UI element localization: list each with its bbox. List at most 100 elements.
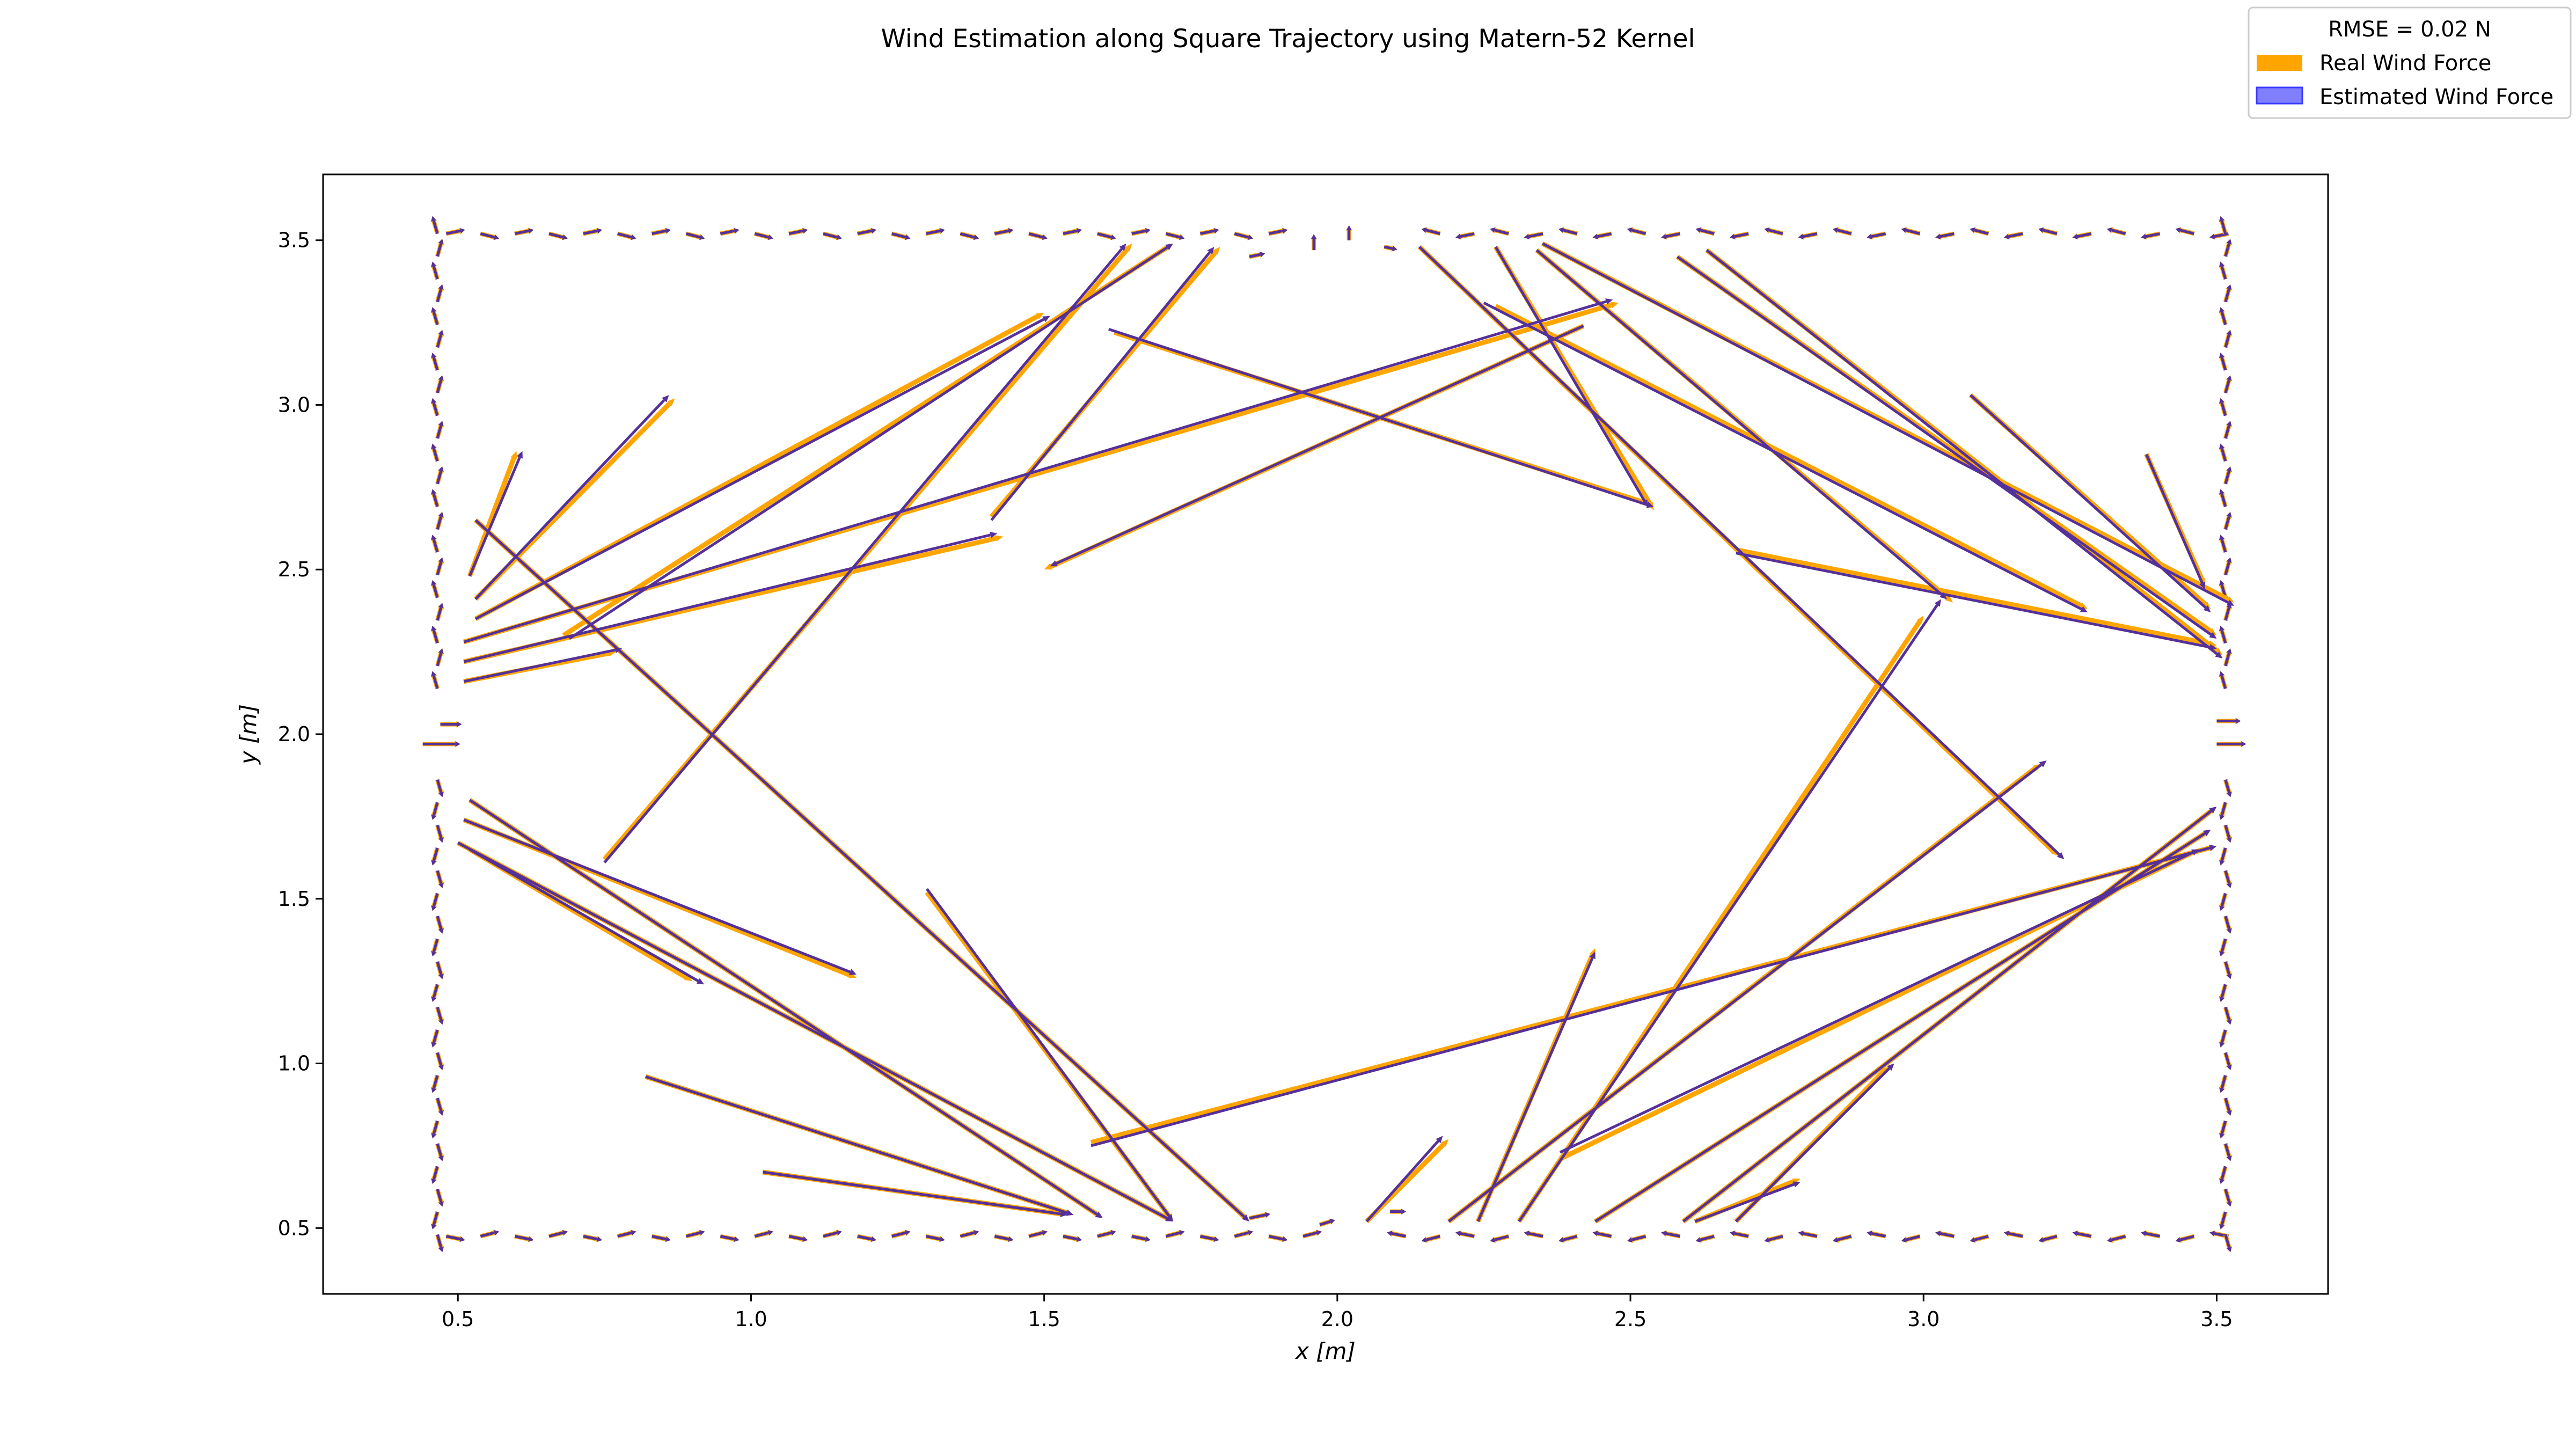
edge-arrow-est-76-shaft	[1425, 229, 1441, 235]
edge-arrow-est-72-head	[1179, 235, 1185, 240]
edge-arrow-est-111	[431, 984, 439, 1002]
edge-arrow-est-25	[1302, 1230, 1322, 1238]
estimated-vector-19-shaft	[1542, 242, 2229, 604]
edge-arrow-est-90-shaft	[1905, 229, 1921, 235]
chart-title: Wind Estimation along Square Trajectory …	[881, 24, 1695, 54]
estimated-vector-35-shaft	[1365, 1140, 1439, 1223]
trajectory-arrows	[422, 216, 2246, 1253]
edge-arrow-est-23-head	[1248, 1230, 1254, 1235]
estimated-vector-18	[1706, 249, 2223, 658]
edge-arrow-est-153	[2219, 984, 2227, 1002]
real-vector-1-head	[667, 398, 675, 406]
real-vector-16-head	[1044, 564, 1052, 570]
edge-arrow-est-86	[1764, 227, 1783, 235]
edge-arrow-est-161-head	[2219, 814, 2224, 820]
edge-arrow-est-2-shaft	[514, 1235, 530, 1241]
edge-arrow-est-68	[1028, 232, 1048, 240]
legend: RMSE = 0.02 N Real Wind Force Estimated …	[2248, 6, 2572, 119]
estimated-vector-11-head	[1165, 243, 1173, 250]
edge-arrow-est-152	[2224, 1006, 2232, 1025]
edge-arrow-est-174-head	[2226, 421, 2232, 427]
edge-arrow-est-91	[1935, 232, 1955, 239]
edge-arrow-est-172	[2224, 466, 2232, 485]
edge-arrow-est-176-shaft	[2224, 379, 2230, 393]
edge-arrow-est-143-shaft	[2220, 1211, 2227, 1225]
estimated-vector-36-head	[1166, 1214, 1173, 1222]
edge-arrow-est-49-head	[2175, 1237, 2181, 1243]
edge-arrow-est-188	[1311, 234, 1317, 251]
edge-arrow-est-73-head	[1213, 228, 1219, 233]
edge-arrow-est-20-shaft	[1131, 1235, 1146, 1241]
edge-arrow-est-194-shaft	[1319, 1220, 1331, 1226]
estimated-vector-11	[568, 243, 1173, 640]
edge-arrow-est-17-shaft	[1028, 1231, 1043, 1238]
edge-arrow-est-146-shaft	[2224, 1143, 2231, 1157]
estimated-vector-38-shaft	[762, 1170, 1061, 1216]
edge-arrow-est-88	[1832, 227, 1852, 235]
edge-arrow-est-14	[925, 1235, 945, 1242]
edge-arrow-est-146-head	[2226, 1155, 2232, 1161]
estimated-vector-7-shaft	[469, 848, 699, 982]
estimated-vector-24-shaft	[2145, 453, 2204, 584]
edge-arrow-est-57-head	[665, 228, 671, 233]
edge-arrow-est-90	[1901, 227, 1921, 235]
edge-arrow-est-83-head	[1661, 233, 1667, 239]
edge-arrow-est-68-shaft	[1028, 232, 1043, 239]
edge-arrow-est-81-head	[1592, 233, 1598, 239]
edge-arrow-est-131-head	[431, 443, 436, 449]
edge-arrow-est-61-head	[802, 228, 808, 233]
edge-arrow-est-137-head	[431, 307, 436, 313]
edge-arrow-est-62-head	[836, 235, 842, 240]
edge-arrow-est-134-head	[438, 375, 444, 381]
edge-arrow-est-143-head	[2219, 1224, 2224, 1230]
edge-arrow-est-101	[431, 1211, 439, 1230]
edge-arrow-est-158-shaft	[2224, 870, 2231, 884]
edge-arrow-est-105-shaft	[432, 1120, 439, 1135]
edge-arrow-est-75-head	[1282, 228, 1288, 233]
edge-arrow-est-173	[2219, 443, 2227, 462]
edge-arrow-est-151-head	[2219, 1042, 2224, 1048]
edge-arrow-est-75	[1268, 228, 1288, 235]
edge-arrow-est-45	[2038, 1235, 2058, 1243]
estimated-vector-9	[469, 799, 1103, 1218]
edge-arrow-est-53-shaft	[514, 229, 530, 235]
estimated-vector-27-head	[2203, 829, 2211, 836]
estimated-vector-36-shaft	[926, 888, 1170, 1217]
estimated-vector-10-head	[1242, 1214, 1249, 1222]
edge-arrow-est-64	[891, 232, 911, 240]
edge-arrow-est-77	[1455, 232, 1475, 239]
edge-arrow-est-151	[2219, 1029, 2227, 1048]
estimated-vector-21-head	[1642, 499, 1648, 507]
edge-arrow-est-55-head	[597, 228, 603, 233]
edge-arrow-est-161-shaft	[2220, 802, 2227, 816]
edge-arrow-est-168-shaft	[2224, 561, 2230, 575]
edge-arrow-est-112	[436, 961, 444, 979]
edge-arrow-est-155-head	[2219, 951, 2224, 957]
estimated-vector-15-shaft	[1483, 302, 2082, 611]
edge-arrow-est-115-shaft	[432, 893, 439, 907]
edge-arrow-est-99-head	[2209, 233, 2215, 239]
edge-arrow-est-15-head	[974, 1230, 979, 1235]
edge-arrow-est-159-shaft	[2220, 847, 2227, 861]
edge-arrow-est-129-head	[431, 489, 436, 495]
edge-arrow-est-116-shaft	[436, 870, 443, 884]
edge-arrow-est-102	[436, 1189, 444, 1207]
x-axis-label: x [m]	[1294, 1338, 1356, 1364]
edge-arrow-est-189	[1346, 225, 1352, 240]
edge-arrow-est-179-shaft	[2220, 311, 2227, 325]
edge-arrow-est-43	[1970, 1235, 1989, 1243]
edge-arrow-est-74-shaft	[1234, 232, 1249, 239]
edge-arrow-est-147-shaft	[2220, 1120, 2227, 1135]
edge-arrow-est-118-shaft	[436, 824, 443, 839]
edge-arrow-est-27	[1421, 1235, 1441, 1243]
edge-arrow-est-58-shaft	[685, 232, 701, 239]
edge-arrow-est-85	[1729, 232, 1749, 239]
estimated-vector-34	[1694, 1181, 1801, 1223]
edge-arrow-est-126-head	[438, 557, 444, 563]
edge-arrow-est-121-head	[431, 671, 436, 677]
edge-arrow-est-122	[436, 648, 444, 667]
edge-arrow-est-9-head	[768, 1230, 774, 1235]
estimated-vector-30-head	[1589, 951, 1596, 960]
edge-arrow-est-9	[754, 1230, 774, 1238]
edge-arrow-est-168	[2224, 557, 2232, 575]
